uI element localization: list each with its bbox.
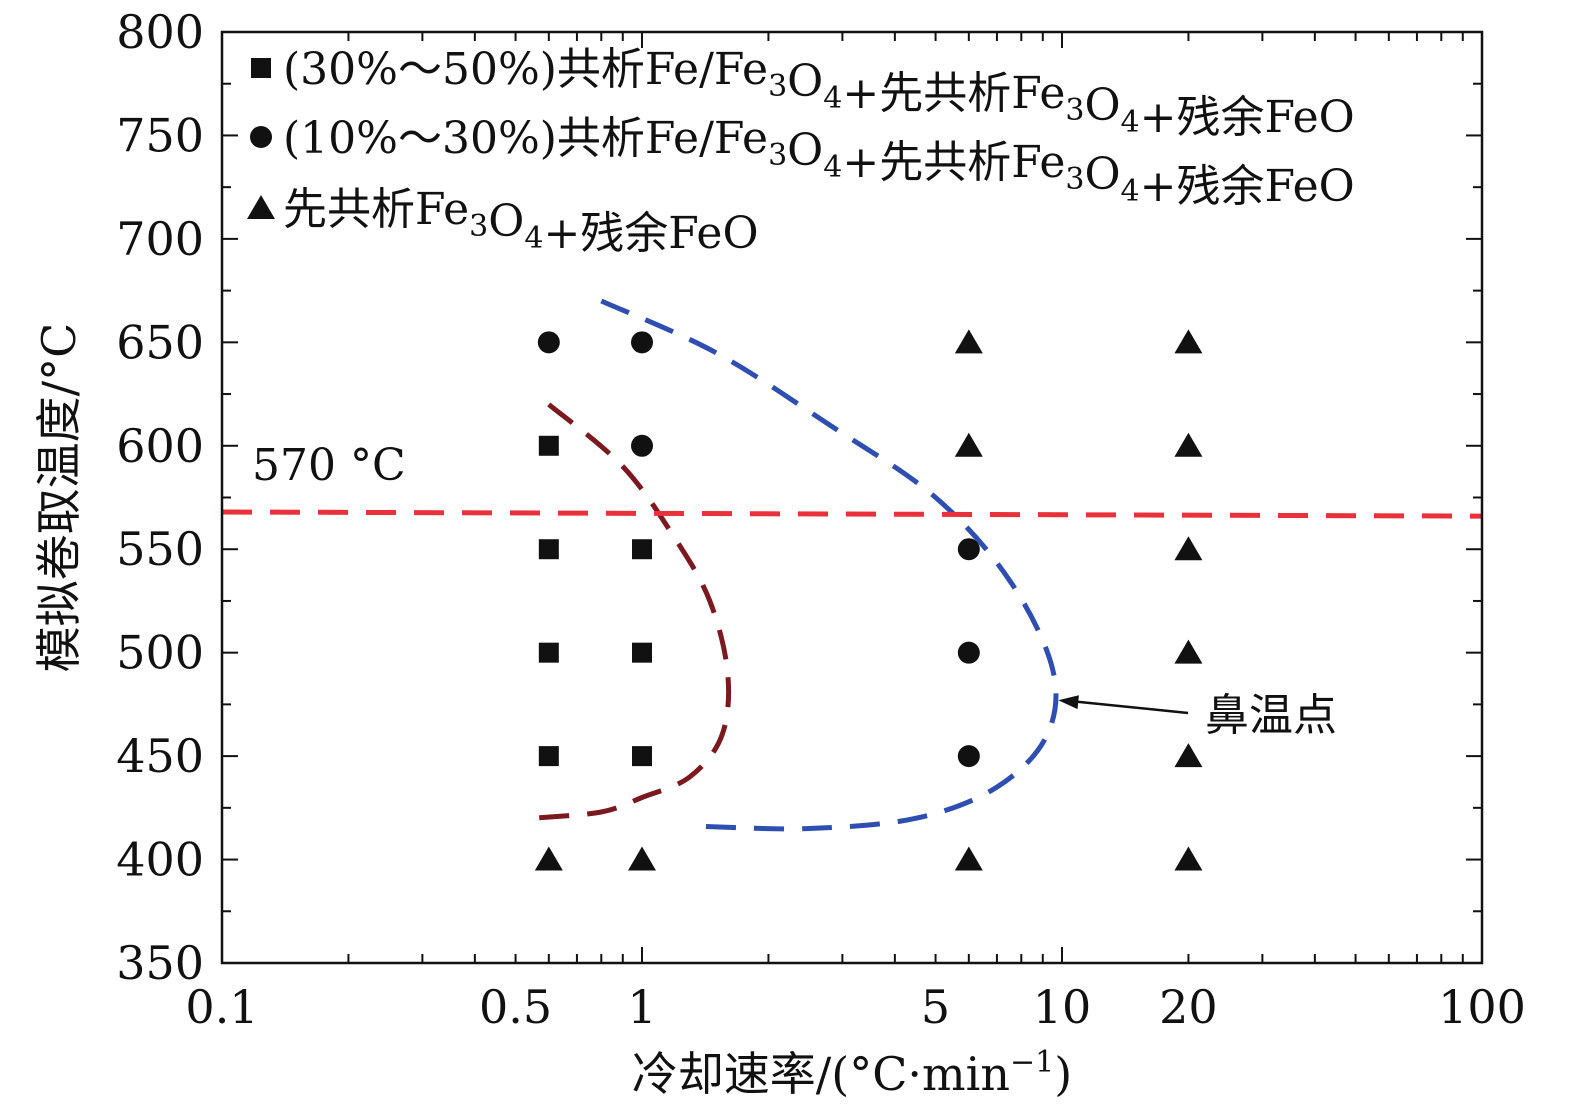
y-tick-label: 550: [116, 522, 204, 576]
triangle-marker: [628, 846, 656, 871]
x-axis-title-main: 冷却速率/(°C·min: [632, 1047, 1010, 1101]
legend-square-marker: [251, 58, 271, 78]
x-tick-label: 20: [1159, 980, 1218, 1034]
legend-entry: 先共析Fe3O4+残余FeO: [283, 184, 759, 259]
circle-marker: [537, 331, 560, 354]
y-tick-label: 450: [116, 729, 204, 783]
triangle-marker: [534, 846, 563, 871]
eutectoid-line-curve: [221, 509, 1483, 519]
x-tick-label: 0.1: [185, 980, 258, 1034]
legend-entry: (30%～50%)共析Fe/Fe3O4+先共析Fe3O4+残余FeO: [283, 44, 1355, 143]
inner-boundary-curve: [532, 402, 732, 821]
triangle-marker: [954, 329, 983, 354]
square-marker: [632, 746, 652, 767]
legend-triangle-marker: [247, 195, 275, 219]
x-axis-title-superscript: −1: [1010, 1045, 1054, 1080]
x-tick-label: 0.5: [479, 980, 552, 1034]
triangle-marker: [1174, 846, 1203, 871]
square-marker: [632, 642, 652, 663]
triangle-marker: [1174, 329, 1203, 354]
x-tick-label: 10: [1033, 980, 1092, 1034]
axis-tick-labels: 0.1 0.5 1 5 10 20 100 350 400 450 500 550 600 650 700 7…: [116, 5, 1526, 1034]
triangle-marker: [1174, 536, 1203, 561]
y-tick-label: 350: [116, 936, 204, 990]
square-marker: [538, 539, 559, 560]
nose-temperature-label: 鼻温点: [1205, 690, 1337, 741]
legend-circle-marker: [250, 126, 272, 148]
data-markers: [534, 329, 1203, 871]
x-tick-label: 1: [627, 980, 656, 1034]
y-tick-label: 500: [116, 626, 204, 680]
arrow-shaft: [1072, 700, 1189, 715]
x-axis-title: 冷却速率/(°C·min−1): [632, 1045, 1072, 1101]
square-marker: [538, 435, 559, 456]
y-tick-label: 750: [116, 108, 204, 162]
legend: (30%～50%)共析Fe/Fe3O4+先共析Fe3O4+残余FeO(10%～3…: [247, 44, 1355, 259]
circle-marker: [631, 434, 653, 457]
nose-temperature-arrow: [1058, 695, 1189, 715]
axis-ticks: [221, 31, 1483, 964]
circle-marker: [957, 538, 980, 561]
y-tick-label: 400: [116, 833, 204, 887]
square-marker: [632, 539, 652, 560]
circle-marker: [957, 745, 980, 768]
y-tick-label: 700: [116, 212, 204, 266]
square-marker: [538, 642, 559, 663]
x-axis-title-close: ): [1054, 1047, 1072, 1101]
eutectoid-temperature-label: 570 °C: [252, 440, 406, 491]
triangle-marker: [1174, 432, 1203, 457]
x-tick-label: 5: [921, 980, 950, 1034]
y-axis-title: 模拟卷取温度/°C: [32, 323, 86, 673]
circle-marker: [631, 331, 653, 354]
legend-entry: (10%～30%)共析Fe/Fe3O4+先共析Fe3O4+残余FeO: [283, 113, 1355, 212]
y-tick-label: 650: [116, 315, 204, 369]
triangle-marker: [1174, 639, 1203, 664]
triangle-marker: [954, 432, 983, 457]
triangle-marker: [954, 846, 983, 871]
boundary-curves: [221, 298, 1483, 832]
square-marker: [538, 746, 559, 767]
y-tick-label: 800: [116, 5, 204, 59]
triangle-marker: [1174, 743, 1203, 768]
y-tick-label: 600: [116, 419, 204, 473]
x-tick-label: 100: [1438, 980, 1526, 1034]
arrow-head: [1058, 695, 1079, 710]
circle-marker: [957, 641, 980, 664]
outer-boundary-curve: [600, 298, 1059, 832]
